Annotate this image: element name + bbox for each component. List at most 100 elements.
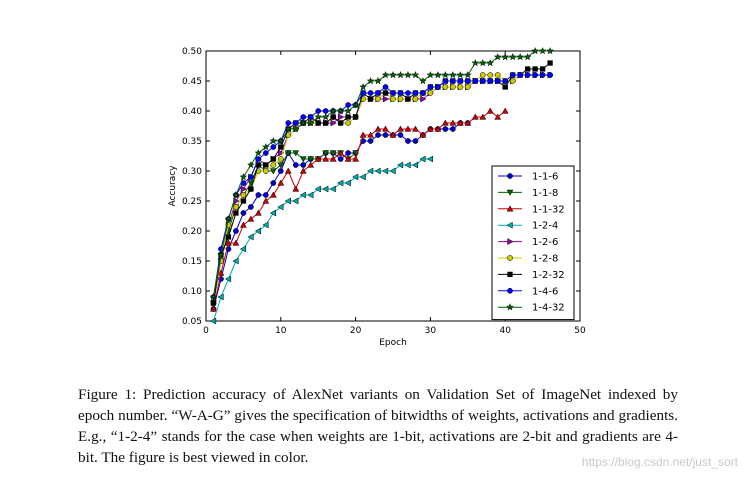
data-point-1-4-6 (375, 90, 381, 96)
data-point-1-1-32 (329, 155, 337, 162)
data-point-1-4-32 (217, 250, 225, 259)
data-point-1-1-8 (269, 168, 277, 175)
x-tick-label: 40 (499, 326, 511, 336)
data-point-1-4-6 (420, 90, 426, 96)
data-point-1-1-6 (337, 156, 344, 162)
legend-marker-1-2-4 (506, 221, 513, 229)
legend-marker-1-1-6 (507, 173, 513, 179)
data-point-1-4-6 (412, 90, 419, 96)
data-point-1-2-4 (359, 173, 366, 181)
data-point-1-1-32 (239, 221, 247, 228)
data-point-1-4-32 (456, 70, 465, 79)
legend-label: 1-4-6 (532, 286, 558, 297)
data-point-1-1-6 (240, 210, 247, 216)
data-point-1-2-8 (494, 72, 501, 78)
data-point-1-4-6 (502, 78, 509, 84)
data-point-1-2-4 (314, 185, 321, 193)
data-point-1-1-6 (412, 138, 419, 144)
y-tick-label: 0.45 (182, 77, 202, 87)
data-point-1-4-32 (299, 118, 308, 127)
data-point-1-1-32 (479, 113, 487, 120)
series-line-1-2-8 (212, 74, 551, 304)
data-point-1-2-8 (479, 72, 486, 78)
data-point-1-1-6 (397, 132, 404, 138)
data-point-1-2-4 (209, 317, 217, 325)
y-tick-label: 0.50 (182, 47, 202, 57)
data-point-1-1-32 (262, 197, 270, 204)
data-point-1-4-32 (351, 100, 360, 109)
data-point-1-4-6 (322, 108, 329, 114)
data-point-1-4-32 (478, 58, 487, 67)
data-point-1-4-32 (389, 70, 397, 79)
data-point-1-2-32 (330, 114, 336, 120)
data-point-1-1-32 (397, 125, 404, 132)
data-point-1-4-32 (523, 52, 532, 61)
legend-marker-1-4-6 (507, 287, 513, 294)
data-point-1-4-6 (405, 90, 411, 96)
legend-marker-1-4-32 (506, 303, 514, 311)
data-point-1-4-32 (231, 190, 240, 199)
data-point-1-2-32 (532, 66, 538, 72)
data-point-1-4-32 (531, 46, 540, 55)
data-point-1-2-4 (337, 179, 344, 187)
data-point-1-1-32 (434, 125, 442, 132)
data-point-1-4-6 (285, 120, 292, 126)
data-point-1-1-8 (329, 150, 337, 157)
data-point-1-4-32 (276, 136, 285, 145)
data-point-1-2-32 (225, 234, 232, 240)
data-point-1-1-32 (382, 125, 389, 132)
data-point-1-2-32 (524, 66, 531, 72)
data-point-1-1-32 (314, 155, 322, 162)
data-point-1-2-4 (269, 209, 276, 217)
data-point-1-1-32 (352, 155, 360, 162)
data-point-1-4-6 (524, 72, 531, 78)
data-point-1-2-4 (239, 245, 247, 253)
legend-label: 1-4-32 (532, 303, 565, 314)
data-point-1-1-32 (232, 239, 240, 246)
data-point-1-4-6 (270, 144, 277, 150)
data-point-1-4-32 (359, 82, 368, 91)
data-point-1-4-32 (396, 70, 405, 79)
data-point-1-4-6 (464, 78, 471, 84)
data-point-1-4-32 (306, 118, 315, 127)
data-point-1-4-6 (255, 156, 262, 162)
data-point-1-1-32 (426, 125, 434, 132)
data-point-1-2-4 (322, 185, 329, 193)
data-point-1-2-4 (367, 167, 374, 175)
data-point-1-1-6 (277, 168, 284, 174)
data-point-1-2-32 (337, 120, 344, 126)
data-point-1-4-6 (248, 174, 254, 180)
data-point-1-2-4 (254, 227, 262, 235)
data-point-1-1-32 (494, 113, 502, 120)
y-tick-label: 0.10 (182, 287, 202, 297)
series-1-1-32 (210, 107, 509, 312)
data-point-1-1-32 (374, 125, 382, 132)
data-point-1-4-32 (441, 70, 450, 79)
series-1-4-32 (209, 46, 555, 301)
plot-frame (205, 50, 581, 322)
data-point-1-4-6 (397, 90, 404, 96)
y-tick-label: 0.05 (182, 317, 202, 327)
data-point-1-4-6 (517, 72, 524, 78)
data-point-1-1-32 (359, 131, 367, 138)
data-point-1-1-32 (292, 185, 300, 192)
data-point-1-2-8 (509, 78, 516, 84)
series-1-1-6 (210, 120, 471, 312)
data-point-1-1-6 (442, 126, 449, 132)
data-point-1-2-8 (397, 96, 404, 102)
x-tick-label: 50 (574, 326, 586, 336)
legend-marker-1-1-8 (506, 189, 514, 196)
data-point-1-4-32 (433, 70, 442, 79)
data-point-1-4-32 (246, 160, 255, 169)
data-point-1-4-6 (390, 90, 396, 96)
data-point-1-2-4 (344, 179, 351, 187)
data-point-1-4-32 (374, 76, 382, 85)
legend-marker-1-1-32 (506, 205, 514, 212)
data-point-1-4-32 (501, 52, 510, 61)
x-tick-label: 10 (275, 326, 287, 336)
legend-label: 1-2-6 (532, 237, 558, 248)
data-point-1-4-6 (262, 150, 269, 156)
data-point-1-1-32 (456, 119, 464, 126)
data-point-1-4-32 (366, 76, 375, 85)
data-point-1-2-4 (382, 167, 389, 175)
